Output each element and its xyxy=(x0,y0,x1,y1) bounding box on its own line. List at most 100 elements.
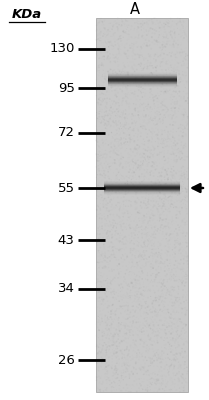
Point xyxy=(125,354,129,360)
Point xyxy=(131,371,135,377)
Point xyxy=(152,265,155,272)
Point xyxy=(147,101,150,108)
Point xyxy=(103,150,107,157)
Point xyxy=(181,336,185,342)
Point xyxy=(146,138,150,144)
Point xyxy=(106,275,109,282)
Point xyxy=(178,378,181,384)
Point xyxy=(101,230,105,236)
Point xyxy=(145,342,149,348)
Point xyxy=(127,198,131,204)
Point xyxy=(184,186,187,192)
Point xyxy=(129,357,133,364)
Point xyxy=(173,115,177,121)
Point xyxy=(165,207,168,213)
Point xyxy=(105,378,109,385)
Point xyxy=(154,167,157,173)
Point xyxy=(149,172,152,178)
Point xyxy=(141,184,145,191)
Point xyxy=(176,55,179,61)
Point xyxy=(141,160,144,166)
Point xyxy=(150,242,153,249)
Point xyxy=(177,335,180,341)
Point xyxy=(103,244,106,250)
Point xyxy=(141,302,144,309)
Point xyxy=(139,186,142,192)
Point xyxy=(129,203,132,210)
Point xyxy=(139,162,142,169)
Point xyxy=(131,113,134,119)
Point xyxy=(112,79,116,85)
Point xyxy=(165,32,168,38)
Point xyxy=(171,326,175,333)
Point xyxy=(145,338,148,345)
Point xyxy=(163,71,166,77)
Point xyxy=(158,160,161,166)
Point xyxy=(158,149,162,156)
Point xyxy=(154,260,158,267)
Point xyxy=(99,220,103,226)
Point xyxy=(174,55,177,61)
Point xyxy=(162,198,166,204)
Point xyxy=(169,349,172,355)
Point xyxy=(155,311,159,318)
Point xyxy=(128,59,131,65)
Point xyxy=(112,384,115,390)
Point xyxy=(181,72,184,78)
Point xyxy=(174,40,178,47)
Point xyxy=(110,196,113,203)
Point xyxy=(140,256,143,262)
Point xyxy=(147,287,150,293)
Point xyxy=(181,126,185,133)
Point xyxy=(176,233,179,240)
Point xyxy=(117,46,120,53)
Point xyxy=(133,35,136,42)
Point xyxy=(141,112,145,118)
Point xyxy=(151,270,154,277)
Point xyxy=(126,18,129,24)
Point xyxy=(128,224,132,231)
Point xyxy=(186,64,189,71)
Point xyxy=(103,17,107,23)
Point xyxy=(110,281,113,288)
Point xyxy=(122,201,125,208)
Point xyxy=(127,169,131,175)
Point xyxy=(130,23,133,30)
Point xyxy=(161,200,165,206)
Point xyxy=(172,157,176,163)
Point xyxy=(127,189,130,196)
Point xyxy=(184,153,187,160)
Point xyxy=(158,28,161,35)
Point xyxy=(155,319,158,326)
Point xyxy=(137,269,141,275)
Point xyxy=(139,80,143,87)
Point xyxy=(184,98,187,104)
Point xyxy=(176,331,179,338)
Point xyxy=(124,85,127,91)
Point xyxy=(172,370,175,376)
Point xyxy=(149,150,152,156)
Point xyxy=(173,238,177,244)
Point xyxy=(166,134,169,140)
Point xyxy=(115,257,118,263)
Point xyxy=(147,38,150,44)
Point xyxy=(139,158,143,165)
Point xyxy=(104,77,108,84)
Point xyxy=(160,364,163,371)
Point xyxy=(99,388,102,394)
Point xyxy=(168,197,171,203)
Point xyxy=(155,39,159,45)
Point xyxy=(151,196,155,202)
Point xyxy=(136,62,139,68)
Point xyxy=(159,306,162,312)
Point xyxy=(126,95,130,102)
Point xyxy=(137,258,141,265)
Point xyxy=(153,353,157,359)
Point xyxy=(134,108,137,114)
Point xyxy=(166,335,169,341)
Point xyxy=(116,176,119,182)
Point xyxy=(157,136,161,142)
Point xyxy=(117,48,121,55)
Point xyxy=(111,68,114,74)
Point xyxy=(151,26,154,32)
